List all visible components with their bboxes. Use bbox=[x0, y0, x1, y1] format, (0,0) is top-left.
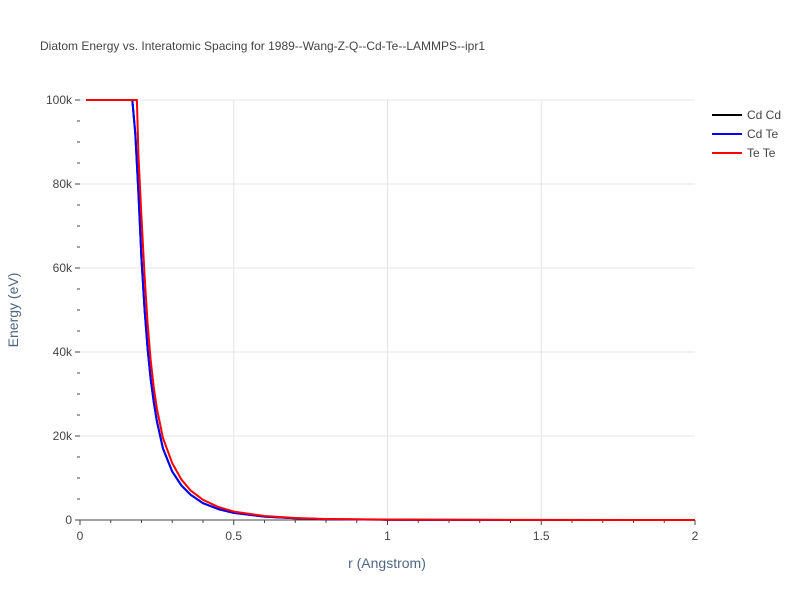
x-tick-label: 0 bbox=[77, 529, 84, 543]
y-tick-label: 60k bbox=[53, 261, 73, 275]
x-tick-label: 2 bbox=[692, 529, 699, 543]
series-line-te-te bbox=[86, 99, 696, 521]
x-tick-label: 1.5 bbox=[533, 529, 550, 543]
grid bbox=[80, 99, 695, 520]
axes: 0 0.5 1 1.5 2 0 20k 40k 60k 80k 100k bbox=[46, 93, 699, 543]
y-tick-label: 20k bbox=[53, 429, 73, 443]
legend-label: Te Te bbox=[747, 146, 776, 160]
y-axis-title: Energy (eV) bbox=[5, 273, 21, 348]
y-tick-label: 100k bbox=[46, 93, 73, 107]
legend-label: Cd Te bbox=[747, 127, 778, 141]
series-line-cd-cd bbox=[86, 99, 695, 521]
x-tick-label: 0.5 bbox=[225, 529, 242, 543]
legend-label: Cd Cd bbox=[747, 108, 781, 122]
legend-item-te-te[interactable]: Te Te bbox=[712, 146, 776, 160]
legend-item-cd-te[interactable]: Cd Te bbox=[712, 127, 778, 141]
y-tick-label: 0 bbox=[65, 513, 72, 527]
series bbox=[86, 99, 696, 521]
x-tick-label: 1 bbox=[384, 529, 391, 543]
y-tick-label: 80k bbox=[53, 177, 73, 191]
chart-title: Diatom Energy vs. Interatomic Spacing fo… bbox=[40, 39, 485, 53]
y-tick-label: 40k bbox=[53, 345, 73, 359]
series-line-cd-te bbox=[86, 99, 695, 521]
legend-item-cd-cd[interactable]: Cd Cd bbox=[712, 108, 781, 122]
x-axis-title: r (Angstrom) bbox=[348, 555, 426, 571]
legend[interactable]: Cd Cd Cd Te Te Te bbox=[712, 108, 781, 160]
